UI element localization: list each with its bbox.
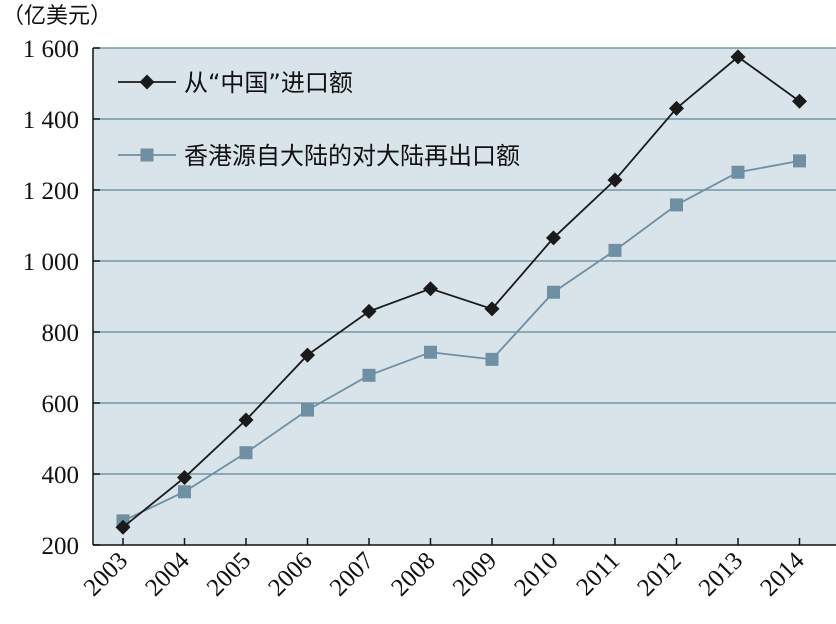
data-point-diamond	[115, 519, 131, 535]
data-point-diamond	[423, 281, 438, 297]
x-tick-label: 2009	[448, 547, 502, 601]
y-tick-labels: 200 400 600 800 1 000 1 200 1 400 1 600	[23, 36, 100, 560]
data-point-diamond	[177, 470, 192, 486]
y-tick-label: 200	[42, 533, 80, 560]
x-tick-label: 2014	[755, 547, 810, 602]
data-point-square	[424, 345, 437, 359]
y-tick-label: 1 400	[23, 107, 79, 134]
x-tick-label: 2010	[509, 547, 563, 601]
data-point-square	[239, 446, 253, 460]
data-point-square	[608, 243, 622, 257]
grid-lines	[93, 47, 836, 475]
data-point-diamond	[300, 347, 315, 363]
y-tick-label: 600	[42, 391, 80, 418]
legend-label: 香港源自大陆的对大陆再出口额	[184, 142, 520, 170]
y-unit-label: （亿美元）	[2, 4, 112, 29]
data-point-diamond	[607, 172, 623, 188]
x-tick-label: 2008	[386, 547, 440, 601]
x-tick-label: 2004	[140, 547, 195, 602]
data-point-square	[485, 352, 499, 366]
y-tick-label: 400	[42, 462, 80, 489]
x-tick-label: 2005	[202, 547, 256, 601]
data-point-diamond	[792, 93, 807, 109]
x-tick-labels: 2003 2004 2005 2006 2007 2008 2009 2010 2011 2012…	[79, 538, 810, 602]
data-point-square	[731, 165, 745, 179]
x-tick-label: 2007	[325, 547, 379, 601]
data-point-diamond	[730, 49, 746, 65]
legend-label: 从“中国”进口额	[184, 69, 353, 97]
data-point-square	[178, 485, 191, 499]
series-line	[122, 160, 800, 522]
plot-area	[93, 48, 836, 545]
x-tick-label: 2013	[694, 547, 748, 601]
data-point-square	[547, 285, 560, 299]
series-china-imports	[115, 49, 807, 535]
data-point-square	[793, 154, 806, 168]
data-point-diamond	[669, 100, 684, 116]
legend-marker-square	[140, 148, 154, 162]
series-line	[122, 55, 801, 528]
data-point-square	[362, 368, 376, 382]
legend-item: 香港源自大陆的对大陆再出口额	[118, 142, 520, 170]
x-tick-label: 2003	[79, 547, 133, 601]
legend-marker-diamond	[139, 74, 155, 90]
data-point-square	[670, 198, 683, 212]
data-point-diamond	[361, 303, 377, 319]
legend-item: 从“中国”进口额	[118, 69, 353, 97]
x-tick-label: 2011	[571, 547, 625, 601]
data-point-diamond	[484, 301, 500, 317]
y-tick-label: 1 000	[23, 249, 79, 276]
y-tick-label: 1 200	[23, 178, 79, 205]
series-lines	[115, 49, 807, 535]
data-point-diamond	[238, 412, 254, 428]
y-tick-label: 800	[42, 320, 80, 347]
data-point-square	[301, 403, 314, 417]
series-hk-reexports	[116, 154, 806, 528]
y-tick-label: 1 600	[23, 36, 79, 63]
data-point-diamond	[546, 230, 561, 246]
x-tick-label: 2012	[632, 547, 686, 601]
x-tick-label: 2006	[263, 547, 317, 601]
